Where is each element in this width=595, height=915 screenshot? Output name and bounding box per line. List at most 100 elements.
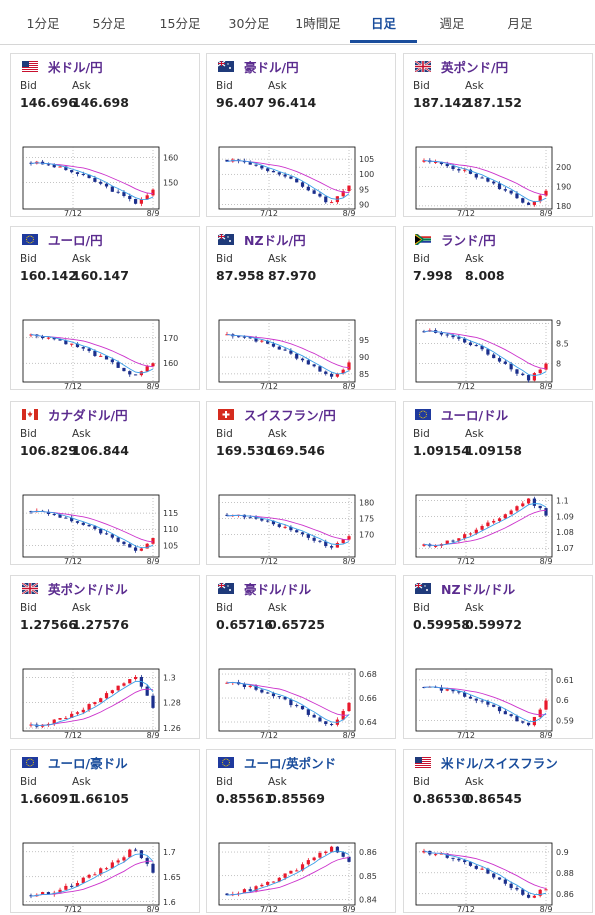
- ask-value: 146.698: [72, 95, 129, 110]
- tab-monthly[interactable]: 月足: [507, 16, 533, 31]
- rate-card[interactable]: NZドル/円 Bid Ask 87.958 87.970 95 90 85 7/12 8/9: [206, 226, 396, 390]
- tab-weekly[interactable]: 週足: [439, 16, 465, 31]
- candle-body: [289, 526, 293, 531]
- rate-card[interactable]: 豪ドル/ドル Bid Ask 0.65716 0.65725 0.68 0.66 0.64 7/…: [206, 575, 396, 739]
- x-tick-label: 7/12: [457, 209, 475, 216]
- bid-label: Bid: [413, 80, 430, 92]
- candle-body: [463, 338, 467, 343]
- rate-card[interactable]: 豪ドル/円 Bid Ask 96.407 96.414 105 100 95 90 7/12 8/9: [206, 53, 396, 217]
- candle-body: [532, 895, 536, 898]
- ask-label: Ask: [465, 602, 484, 614]
- rate-card[interactable]: ユーロ/英ポンド Bid Ask 0.85561 0.85569 0.86 0.85 0.84…: [206, 749, 396, 913]
- rate-card[interactable]: ユーロ/豪ドル Bid Ask 1.66091 1.66105 1.7 1.65 1.6 7/1…: [10, 749, 200, 913]
- candle-body: [434, 545, 438, 547]
- pair-title[interactable]: 米ドル/円: [48, 60, 103, 75]
- candle-body: [347, 362, 351, 370]
- bid-value: 106.829: [20, 443, 77, 458]
- us-ch-flag-icon: [415, 757, 431, 768]
- candle-body: [451, 857, 455, 859]
- za-jp-flag-icon: [415, 234, 431, 245]
- pair-title[interactable]: NZドル/円: [244, 233, 306, 248]
- rate-card[interactable]: スイスフラン/円 Bid Ask 169.530 169.546 180 175 170 7/1…: [206, 401, 396, 565]
- rate-card[interactable]: 米ドル/円 Bid Ask 146.696 146.698 160 150 7/12 8/9: [10, 53, 200, 217]
- tab-1hour[interactable]: 1時間足: [295, 16, 341, 31]
- pair-title[interactable]: ユーロ/円: [48, 233, 103, 248]
- x-tick-label: 8/9: [147, 905, 160, 912]
- y-tick-label: 1.26: [163, 724, 181, 733]
- candle-body: [133, 374, 138, 376]
- candle-body: [300, 532, 305, 535]
- candle-body: [451, 166, 455, 170]
- candle-body: [283, 873, 287, 878]
- y-tick-label: 100: [359, 170, 374, 179]
- tab-30min[interactable]: 30分足: [228, 16, 270, 31]
- eu-au-flag-icon: [22, 757, 38, 768]
- pair-title[interactable]: 英ポンド/ドル: [48, 582, 128, 597]
- bid-label: Bid: [20, 428, 37, 440]
- pair-title[interactable]: ランド/円: [441, 233, 496, 248]
- bid-label: Bid: [216, 253, 233, 265]
- candle-body: [532, 498, 536, 506]
- price-chart: 0.61 0.6 0.59 7/12 8/9: [415, 668, 574, 738]
- rate-card[interactable]: ユーロ/ドル Bid Ask 1.09154 1.09158 1.1 1.09 1.08 1.0…: [403, 401, 593, 565]
- candle-body: [133, 849, 138, 851]
- y-tick-label: 0.9: [556, 848, 569, 857]
- candle-body: [509, 510, 513, 515]
- bid-value: 1.66091: [20, 791, 77, 806]
- plot-frame: [22, 319, 160, 383]
- ask-value: 0.59972: [465, 617, 522, 632]
- ask-label: Ask: [268, 80, 287, 92]
- candle-body: [29, 334, 33, 336]
- pair-title[interactable]: ユーロ/ドル: [441, 408, 509, 423]
- price-chart: 0.9 0.88 0.86 7/12 8/9: [415, 842, 574, 912]
- x-tick-label: 7/12: [260, 382, 278, 389]
- candle-body: [515, 193, 519, 199]
- ma-slow-line: [423, 850, 547, 890]
- candle-body: [52, 514, 56, 516]
- candle-body: [445, 164, 449, 167]
- pair-title[interactable]: 豪ドル/円: [244, 60, 299, 75]
- rate-card[interactable]: ランド/円 Bid Ask 7.998 8.008 9 8.5 8 7/12 8/9: [403, 226, 593, 390]
- pair-title[interactable]: NZドル/ドル: [441, 582, 516, 597]
- price-chart: 9 8.5 8 7/12 8/9: [415, 319, 569, 389]
- pair-title[interactable]: 豪ドル/ドル: [244, 582, 312, 597]
- rate-card[interactable]: ユーロ/円 Bid Ask 160.142 160.147 170 160 7/12 8/9: [10, 226, 200, 390]
- tab-15min[interactable]: 15分足: [159, 16, 201, 31]
- candle-body: [324, 196, 328, 203]
- pair-title[interactable]: 米ドル/スイスフラン: [441, 756, 558, 771]
- candle-body: [486, 522, 490, 527]
- rate-card[interactable]: 米ドル/スイスフラン Bid Ask 0.86530 0.86545 0.9 0.88 0.8…: [403, 749, 593, 913]
- tab-5min[interactable]: 5分足: [92, 16, 126, 31]
- candle-body: [538, 195, 542, 202]
- pair-title[interactable]: カナダドル/円: [48, 408, 128, 423]
- candle-body: [468, 533, 473, 535]
- pair-title[interactable]: ユーロ/英ポンド: [244, 756, 337, 771]
- candle-body: [122, 541, 126, 545]
- candle-body: [277, 877, 281, 882]
- candle-body: [254, 338, 258, 342]
- rate-card[interactable]: 英ポンド/ドル Bid Ask 1.27566 1.27576 1.3 1.28 1.26 7/…: [10, 575, 200, 739]
- rate-card[interactable]: カナダドル/円 Bid Ask 106.829 106.844 115 110 105 7/12…: [10, 401, 200, 565]
- x-tick-label: 7/12: [64, 905, 82, 912]
- candle-body: [266, 340, 270, 344]
- candle-body: [122, 683, 126, 686]
- tab-daily[interactable]: 日足: [350, 0, 417, 43]
- ma-slow-line: [423, 686, 547, 716]
- candle-body: [87, 704, 91, 710]
- candle-body: [289, 870, 293, 874]
- pair-title[interactable]: 英ポンド/円: [441, 60, 509, 75]
- rate-card[interactable]: 英ポンド/円 Bid Ask 187.142 187.152 200 190 180 7/12 8…: [403, 53, 593, 217]
- ask-value: 8.008: [465, 268, 505, 283]
- pair-title[interactable]: ユーロ/豪ドル: [48, 756, 128, 771]
- y-tick-label: 0.88: [556, 869, 574, 878]
- ask-value: 106.844: [72, 443, 129, 458]
- candle-body: [497, 358, 502, 362]
- pair-title[interactable]: スイスフラン/円: [244, 408, 336, 423]
- tab-1min[interactable]: 1分足: [26, 16, 60, 31]
- rate-card[interactable]: NZドル/ドル Bid Ask 0.59958 0.59972 0.61 0.6 0.59 7/…: [403, 575, 593, 739]
- x-tick-label: 8/9: [540, 905, 553, 912]
- candle-body: [64, 885, 68, 890]
- candle-body: [110, 862, 114, 869]
- candle-body: [75, 712, 80, 714]
- ma-fast-line: [423, 686, 547, 722]
